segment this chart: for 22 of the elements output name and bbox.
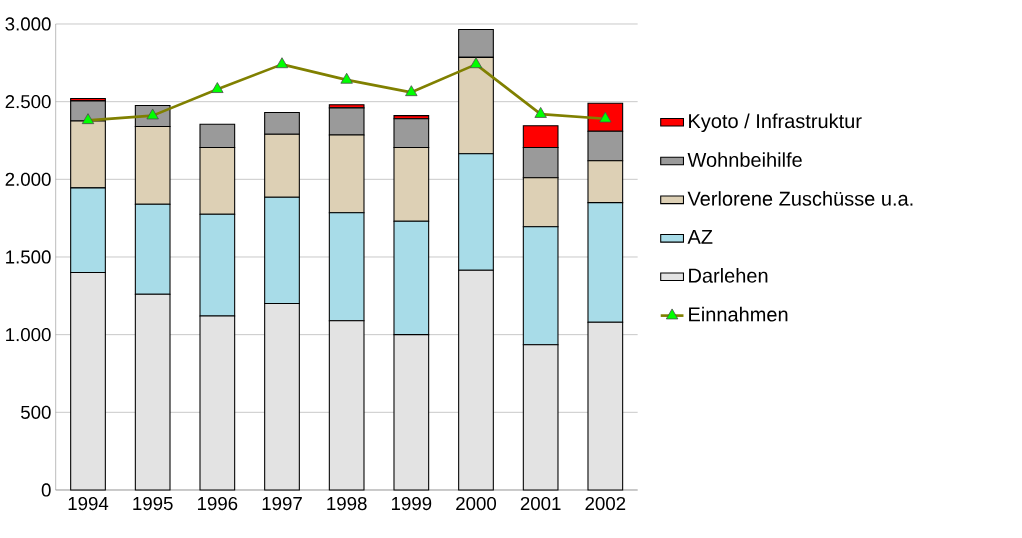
x-tick-label: 1999 bbox=[391, 496, 432, 511]
legend-label: Verlorene Zuschüsse u.a. bbox=[687, 191, 913, 206]
y-tick-label: 2.000 bbox=[5, 172, 51, 186]
x-tick-label: 2001 bbox=[520, 496, 561, 511]
x-tick-label: 1994 bbox=[68, 496, 109, 511]
legend-label: Wohnbeihilfe bbox=[687, 152, 802, 167]
x-tick-label: 2002 bbox=[585, 496, 626, 511]
x-tick-label: 1996 bbox=[198, 496, 238, 511]
y-tick-label: 3.000 bbox=[5, 17, 51, 31]
legend-label: AZ bbox=[687, 229, 713, 244]
y-tick-label: 1.000 bbox=[6, 328, 51, 342]
x-tick-label: 1997 bbox=[262, 496, 302, 511]
x-tick-label: 1998 bbox=[327, 496, 367, 511]
y-tick-label: 500 bbox=[21, 405, 51, 419]
y-tick-label: 0 bbox=[41, 483, 51, 497]
legend-label: Kyoto / Infrastruktur bbox=[689, 113, 862, 133]
y-tick-label: 1.500 bbox=[6, 250, 51, 264]
legend-label: Einnahmen bbox=[689, 306, 788, 322]
legend-label: Darlehen bbox=[689, 268, 768, 283]
x-tick-label: 2000 bbox=[456, 496, 497, 511]
x-tick-label: 1995 bbox=[133, 496, 173, 511]
y-tick-label: 2.500 bbox=[5, 95, 51, 109]
